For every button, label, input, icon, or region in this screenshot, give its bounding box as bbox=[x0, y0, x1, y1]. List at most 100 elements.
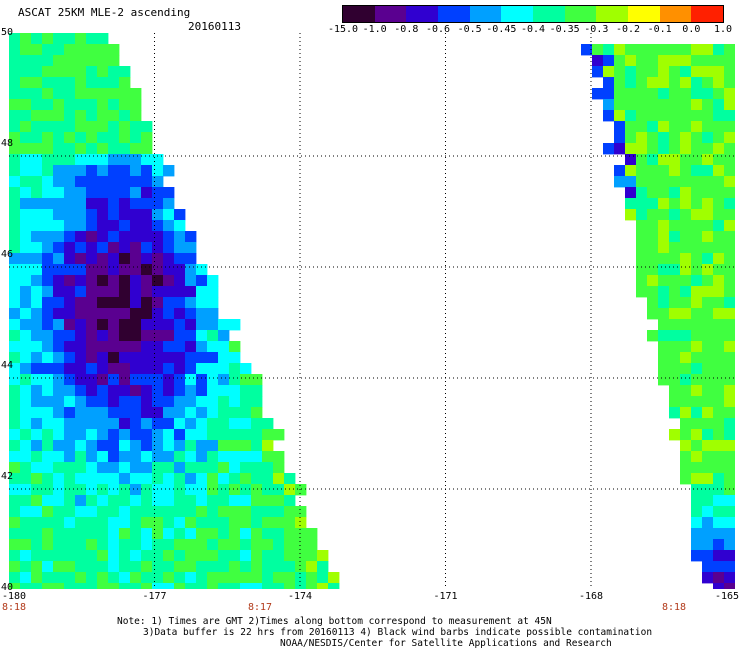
heatmap-cell bbox=[702, 341, 713, 352]
heatmap-cell bbox=[251, 484, 262, 495]
heatmap-cell bbox=[273, 572, 284, 583]
heatmap-cell bbox=[130, 143, 141, 154]
heatmap-cell bbox=[691, 242, 702, 253]
heatmap-cell bbox=[42, 121, 53, 132]
heatmap-cell bbox=[691, 506, 702, 517]
heatmap-cell bbox=[141, 286, 152, 297]
heatmap-cell bbox=[108, 88, 119, 99]
heatmap-cell bbox=[163, 319, 174, 330]
heatmap-cell bbox=[20, 517, 31, 528]
heatmap-cell bbox=[20, 88, 31, 99]
heatmap-cell bbox=[86, 253, 97, 264]
heatmap-cell bbox=[207, 275, 218, 286]
heatmap-cell bbox=[658, 242, 669, 253]
heatmap-cell bbox=[185, 242, 196, 253]
heatmap-cell bbox=[86, 275, 97, 286]
longitude-label: -174 bbox=[288, 591, 312, 602]
heatmap-cell bbox=[185, 528, 196, 539]
heatmap-cell bbox=[20, 143, 31, 154]
heatmap-cell bbox=[119, 286, 130, 297]
heatmap-cell bbox=[229, 319, 240, 330]
heatmap-cell bbox=[669, 55, 680, 66]
heatmap-cell bbox=[152, 198, 163, 209]
heatmap-cell bbox=[119, 308, 130, 319]
heatmap-cell bbox=[119, 77, 130, 88]
heatmap-cell bbox=[724, 539, 735, 550]
heatmap-cell bbox=[163, 363, 174, 374]
heatmap-cell bbox=[108, 429, 119, 440]
heatmap-cell bbox=[9, 429, 20, 440]
heatmap-cell bbox=[218, 396, 229, 407]
heatmap-cell bbox=[603, 143, 614, 154]
heatmap-cell bbox=[119, 110, 130, 121]
heatmap-cell bbox=[218, 462, 229, 473]
heatmap-cell bbox=[691, 55, 702, 66]
heatmap-cell bbox=[119, 473, 130, 484]
heatmap-cell bbox=[9, 297, 20, 308]
heatmap-cell bbox=[207, 308, 218, 319]
heatmap-cell bbox=[218, 429, 229, 440]
heatmap-cell bbox=[152, 308, 163, 319]
heatmap-cell bbox=[86, 550, 97, 561]
heatmap-cell bbox=[207, 440, 218, 451]
heatmap-cell bbox=[75, 275, 86, 286]
heatmap-cell bbox=[713, 506, 724, 517]
heatmap-cell bbox=[669, 297, 680, 308]
heatmap-cell bbox=[174, 429, 185, 440]
heatmap-cell bbox=[152, 473, 163, 484]
heatmap-cell bbox=[31, 561, 42, 572]
heatmap-cell bbox=[680, 176, 691, 187]
heatmap-cell bbox=[86, 165, 97, 176]
heatmap-cell bbox=[86, 264, 97, 275]
heatmap-cell bbox=[53, 165, 64, 176]
note-line-3: NOAA/NESDIS/Center for Satellite Applica… bbox=[280, 638, 612, 649]
heatmap-cell bbox=[9, 88, 20, 99]
heatmap-cell bbox=[130, 110, 141, 121]
heatmap-cell bbox=[680, 143, 691, 154]
colorbar-segment bbox=[501, 6, 533, 22]
heatmap-cell bbox=[42, 286, 53, 297]
heatmap-cell bbox=[86, 396, 97, 407]
heatmap-cell bbox=[691, 550, 702, 561]
note-line-1: Note: 1) Times are GMT 2)Times along bot… bbox=[117, 616, 552, 627]
heatmap-cell bbox=[207, 341, 218, 352]
heatmap-cell bbox=[229, 363, 240, 374]
heatmap-cell bbox=[97, 440, 108, 451]
heatmap-cell bbox=[9, 495, 20, 506]
heatmap-cell bbox=[218, 550, 229, 561]
heatmap-cell bbox=[152, 462, 163, 473]
heatmap-cell bbox=[680, 440, 691, 451]
heatmap-cell bbox=[9, 539, 20, 550]
heatmap-cell bbox=[42, 462, 53, 473]
heatmap-cell bbox=[625, 66, 636, 77]
heatmap-cell bbox=[702, 264, 713, 275]
heatmap-cell bbox=[42, 176, 53, 187]
heatmap-cell bbox=[86, 121, 97, 132]
heatmap-cell bbox=[207, 484, 218, 495]
heatmap-cell bbox=[691, 121, 702, 132]
heatmap-cell bbox=[691, 396, 702, 407]
heatmap-cell bbox=[31, 528, 42, 539]
heatmap-cell bbox=[97, 583, 108, 589]
heatmap-cell bbox=[636, 176, 647, 187]
heatmap-cell bbox=[724, 330, 735, 341]
heatmap-cell bbox=[713, 374, 724, 385]
heatmap-cell bbox=[218, 495, 229, 506]
heatmap-cell bbox=[262, 429, 273, 440]
heatmap-cell bbox=[647, 143, 658, 154]
heatmap-cell bbox=[31, 506, 42, 517]
heatmap-cell bbox=[163, 275, 174, 286]
heatmap-cell bbox=[680, 253, 691, 264]
heatmap-cell bbox=[53, 44, 64, 55]
heatmap-cell bbox=[196, 308, 207, 319]
heatmap-cell bbox=[229, 528, 240, 539]
heatmap-cell bbox=[240, 539, 251, 550]
heatmap-cell bbox=[218, 583, 229, 589]
heatmap-cell bbox=[42, 528, 53, 539]
heatmap-cell bbox=[31, 44, 42, 55]
heatmap-cell bbox=[658, 154, 669, 165]
heatmap-cell bbox=[251, 418, 262, 429]
heatmap-cell bbox=[680, 231, 691, 242]
heatmap-cell bbox=[295, 583, 306, 589]
heatmap-cell bbox=[97, 33, 108, 44]
